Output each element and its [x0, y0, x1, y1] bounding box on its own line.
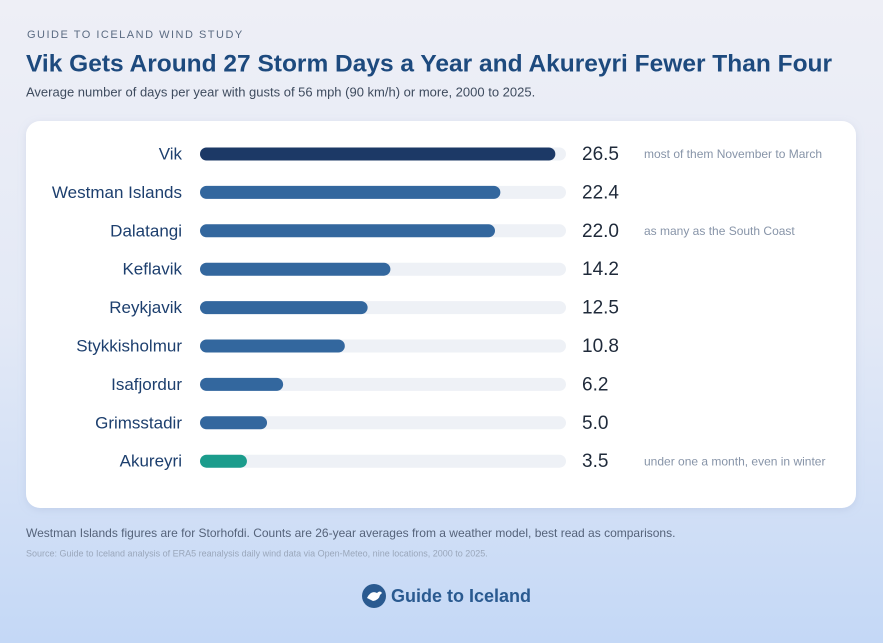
category-label: Grimsstadir: [95, 413, 182, 432]
bar: [200, 416, 268, 430]
category-label: Westman Islands: [52, 183, 182, 202]
value-label: 22.0: [582, 221, 619, 242]
bar: [200, 301, 368, 315]
bar-track: [200, 416, 566, 430]
chart-title: Vik Gets Around 27 Storm Days a Year and…: [26, 50, 833, 77]
category-label: Keflavik: [122, 260, 182, 279]
category-label: Stykkisholmur: [76, 336, 182, 355]
eyebrow: GUIDE TO ICELAND WIND STUDY: [27, 29, 244, 41]
card: [26, 121, 856, 508]
chart-subtitle: Average number of days per year with gus…: [26, 84, 535, 99]
value-label: 12.5: [582, 298, 619, 319]
bar: [200, 224, 495, 238]
bar-rows: Vik 26.5 most of them November to March Wes…: [52, 144, 826, 472]
note: under one a month, even in winter: [644, 454, 825, 468]
logo-text: Guide to Iceland: [391, 586, 531, 606]
source: Source: Guide to Iceland analysis of ERA…: [26, 548, 488, 558]
bar: [200, 454, 247, 468]
bar: [200, 147, 556, 161]
logo-bird: [367, 591, 382, 601]
footnote: Westman Islands figures are for Storhofd…: [26, 526, 675, 540]
bar-track: [200, 454, 566, 468]
category-label: Vik: [159, 144, 183, 163]
bar: [200, 377, 284, 391]
bar: [200, 262, 391, 276]
value-label: 3.5: [582, 451, 608, 472]
note: most of them November to March: [644, 147, 822, 161]
note: as many as the South Coast: [644, 224, 795, 238]
value-label: 22.4: [582, 182, 619, 203]
category-label: Akureyri: [120, 452, 182, 471]
category-label: Dalatangi: [110, 221, 182, 240]
logo: Guide to Iceland: [362, 584, 531, 608]
bar: [200, 339, 345, 353]
category-label: Isafjordur: [111, 375, 182, 394]
value-label: 10.8: [582, 336, 619, 357]
category-label: Reykjavik: [109, 298, 182, 317]
bar-track: [200, 377, 566, 391]
value-label: 6.2: [582, 374, 608, 395]
value-label: 14.2: [582, 259, 619, 280]
value-label: 5.0: [582, 413, 608, 434]
bar: [200, 185, 501, 199]
value-label: 26.5: [582, 144, 619, 165]
